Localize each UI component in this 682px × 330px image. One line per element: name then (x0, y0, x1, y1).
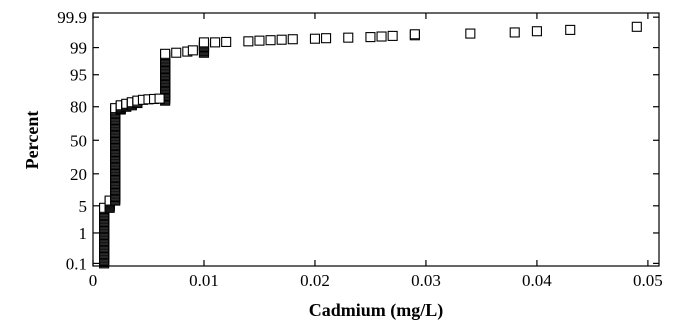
y-tick-label: 80 (70, 98, 87, 117)
y-axis-title: Percent (22, 111, 42, 170)
data-point (365, 32, 376, 43)
data-point (265, 35, 276, 46)
y-tick-label: 5 (79, 197, 88, 216)
y-tick-label: 0.1 (66, 254, 87, 273)
y-tick-label: 50 (70, 131, 87, 150)
x-tick-label: 0.01 (189, 271, 219, 290)
y-tick-label: 95 (70, 66, 87, 85)
data-point (509, 27, 520, 38)
data-point (309, 33, 321, 44)
plot-frame (92, 12, 660, 267)
x-axis: 0 0.01 0.02 0.03 0.04 0.05 (89, 13, 663, 290)
data-point (631, 21, 642, 32)
data-point (376, 31, 387, 42)
data-point (387, 30, 398, 41)
data-point (321, 33, 332, 44)
y-tick-label: 20 (70, 165, 87, 184)
data-point (276, 34, 287, 45)
y-tick-label: 99.9 (57, 8, 87, 27)
data-point (171, 47, 182, 58)
data-point (221, 36, 232, 48)
data-point (243, 36, 254, 47)
data-point (465, 28, 476, 39)
data-point (409, 29, 420, 40)
y-tick-label: 99 (70, 39, 87, 58)
x-tick-label: 0.05 (633, 271, 663, 290)
data-point (160, 48, 171, 59)
data-point (565, 24, 576, 35)
data-point (154, 93, 165, 104)
y-tick-label: 1 (79, 224, 88, 243)
data-point (198, 37, 210, 48)
y-axis: 0.1 1 5 20 50 80 95 99 99.9 (57, 8, 659, 273)
x-tick-label: 0 (89, 271, 98, 290)
data-point (254, 35, 265, 46)
data-point (210, 37, 221, 48)
data-point (531, 26, 542, 37)
data-point (287, 34, 298, 45)
data-point (343, 32, 354, 43)
x-tick-label: 0.04 (522, 271, 552, 290)
data-point (187, 45, 198, 56)
markers-layer (99, 21, 642, 269)
x-axis-title: Cadmium (mg/L) (309, 300, 444, 321)
x-tick-label: 0.02 (300, 271, 330, 290)
x-tick-label: 0.03 (411, 271, 441, 290)
